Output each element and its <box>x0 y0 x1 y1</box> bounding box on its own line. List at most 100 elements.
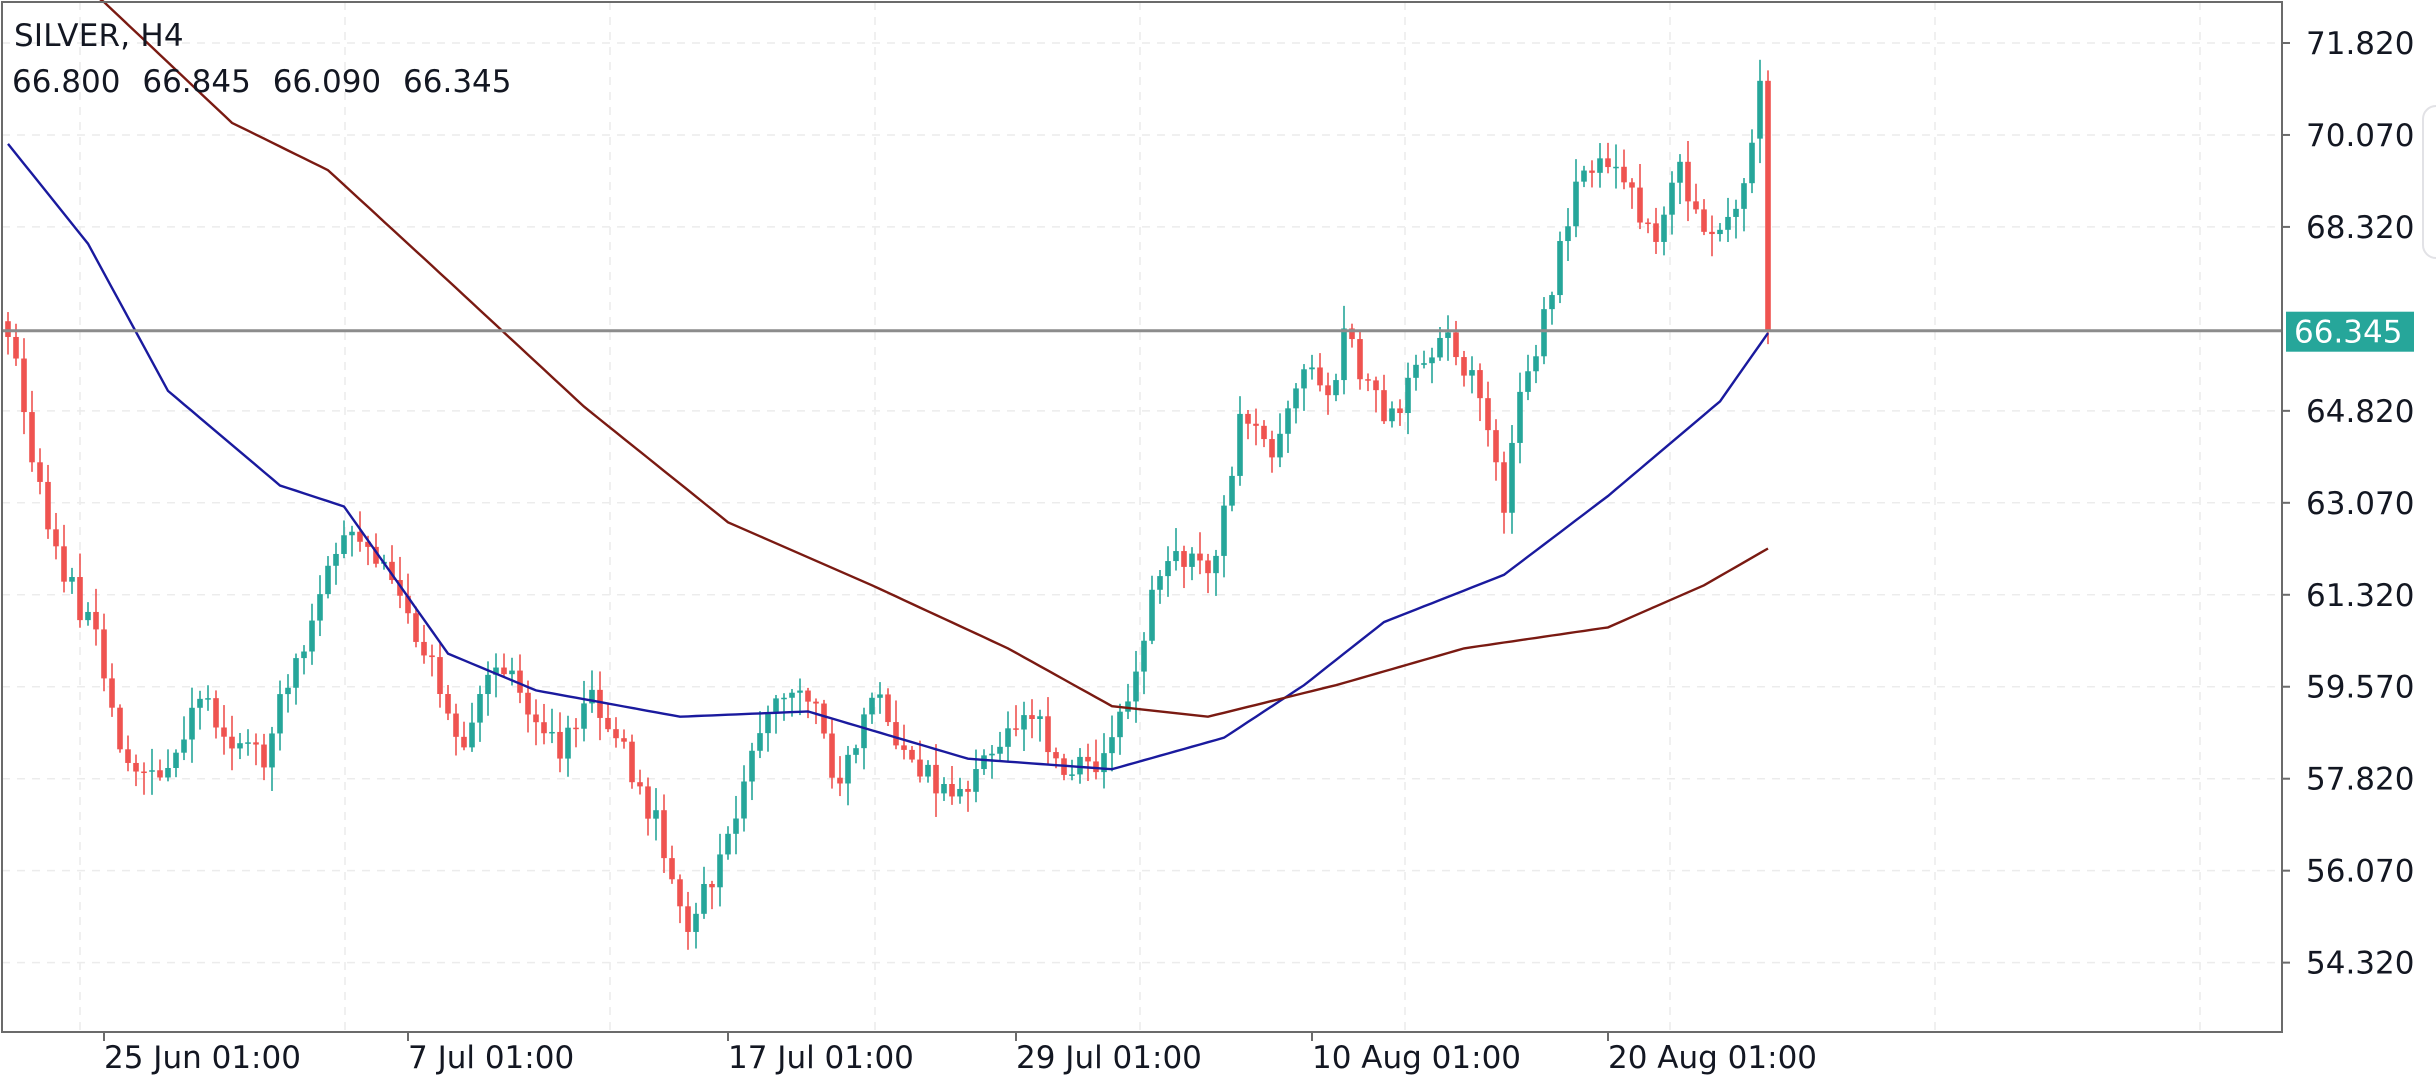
candle-body <box>781 697 787 700</box>
candle-body <box>477 694 483 723</box>
candle-body <box>1557 241 1563 296</box>
candle-body <box>501 667 507 675</box>
candle-body <box>301 651 307 659</box>
moving-average-slow <box>99 0 1769 718</box>
candle-body <box>1373 380 1379 391</box>
candle-body <box>565 727 571 759</box>
price-tick-label: 63.070 <box>2306 486 2414 522</box>
candle-body <box>509 670 515 675</box>
candle-body <box>1629 182 1635 188</box>
candle-body <box>1605 158 1611 168</box>
side-panel-handle[interactable] <box>2422 105 2436 259</box>
candle-body <box>413 613 419 642</box>
candle-body <box>965 788 971 792</box>
candle-body <box>261 744 267 768</box>
price-tick-label: 68.320 <box>2306 210 2414 246</box>
candle-body <box>949 784 955 797</box>
candle-body <box>389 561 395 581</box>
candle-body <box>1381 390 1387 422</box>
candle-body <box>1549 295 1555 310</box>
candle-body <box>1301 369 1307 389</box>
candle-body <box>645 786 651 819</box>
candle-body <box>1493 430 1499 463</box>
candle-body <box>1589 170 1595 173</box>
candle-body <box>1277 433 1283 458</box>
candle-body <box>77 577 83 621</box>
candle-body <box>165 767 171 778</box>
candle-body <box>421 641 427 656</box>
candle-body <box>1621 166 1627 183</box>
candle-body <box>733 818 739 834</box>
candle-body <box>341 535 347 554</box>
candle-body <box>941 784 947 794</box>
candle-body <box>829 733 835 778</box>
candle-body <box>445 694 451 714</box>
candle-body <box>1765 80 1771 331</box>
candle-body <box>1045 716 1051 753</box>
candle-body <box>909 749 915 760</box>
price-tick-label: 57.820 <box>2306 762 2414 798</box>
candle-body <box>757 733 763 751</box>
candle-body <box>709 883 715 888</box>
candle-body <box>309 620 315 652</box>
time-tick-label: 17 Jul 01:00 <box>728 1040 914 1076</box>
candle-body <box>805 690 811 702</box>
candle-body <box>877 694 883 698</box>
candle-body <box>765 713 771 734</box>
candle-body <box>1405 377 1411 414</box>
candle-body <box>493 667 499 675</box>
candle-body <box>669 858 675 880</box>
candle-body <box>1269 439 1275 458</box>
candle-body <box>1677 161 1683 183</box>
candle-body <box>349 531 355 536</box>
candle-body <box>741 781 747 819</box>
candle-body <box>597 689 603 718</box>
candlesticks <box>5 59 1771 950</box>
time-tick-label: 29 Jul 01:00 <box>1016 1040 1202 1076</box>
candle-body <box>1429 357 1435 364</box>
candle-body <box>869 697 875 715</box>
candle-body <box>293 658 299 688</box>
candle-body <box>957 788 963 797</box>
candle-body <box>1141 640 1147 672</box>
candle-body <box>1653 223 1659 242</box>
candle-body <box>557 731 563 759</box>
candle-body <box>237 743 243 749</box>
candle-body <box>53 529 59 547</box>
price-axis[interactable]: 71.820 70.070 68.320 64.820 63.070 61.320 59.5… <box>2282 26 2414 982</box>
candle-body <box>1125 701 1131 712</box>
symbol-name: SILVER, <box>14 18 131 54</box>
candle-body <box>837 777 843 784</box>
candle-body <box>221 727 227 737</box>
candle-body <box>1205 560 1211 574</box>
ohlc-open: 66.800 <box>12 64 121 100</box>
candle-body <box>917 759 923 777</box>
candle-body <box>1221 505 1227 556</box>
candle-body <box>1165 561 1171 577</box>
candle-body <box>605 717 611 730</box>
candle-body <box>1661 214 1667 242</box>
candle-body <box>1133 671 1139 702</box>
candle-body <box>37 462 43 482</box>
candle-body <box>453 713 459 737</box>
candle-body <box>437 657 443 695</box>
candle-body <box>989 753 995 756</box>
current-price-label: 66.345 <box>2294 315 2402 351</box>
time-axis[interactable]: 25 Jun 01:00 7 Jul 01:00 17 Jul 01:00 29 Ju… <box>103 1032 1817 1076</box>
candle-body <box>149 770 155 772</box>
candle-body <box>1749 142 1755 184</box>
candle-body <box>213 698 219 728</box>
candle-body <box>1229 475 1235 506</box>
candle-body <box>1005 728 1011 747</box>
candle-body <box>29 412 35 463</box>
candle-body <box>397 580 403 596</box>
candle-body <box>629 741 635 783</box>
candle-body <box>541 722 547 734</box>
current-price-badge <box>2286 311 2414 352</box>
candle-body <box>1565 226 1571 242</box>
candle-body <box>1693 201 1699 210</box>
candle-body <box>1093 761 1099 773</box>
candle-body <box>717 854 723 888</box>
